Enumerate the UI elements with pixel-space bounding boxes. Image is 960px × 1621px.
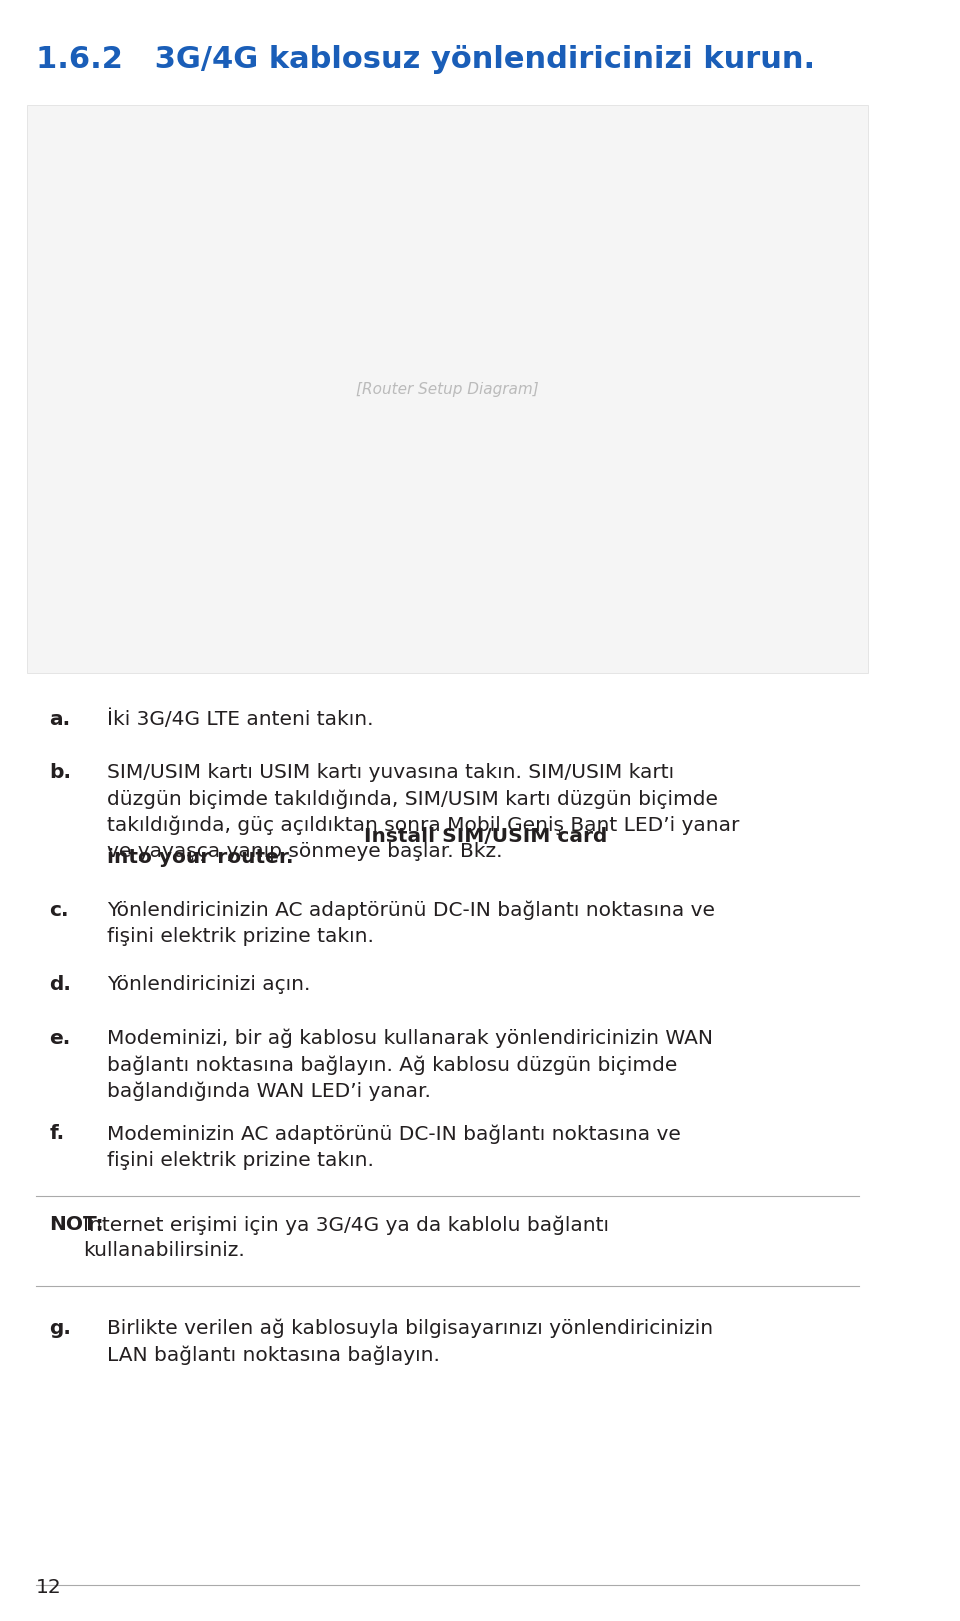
Text: 1.6.2   3G/4G kablosuz yönlendiricinizi kurun.: 1.6.2 3G/4G kablosuz yönlendiricinizi ku… <box>36 45 815 75</box>
FancyBboxPatch shape <box>27 105 868 673</box>
Text: b.: b. <box>49 763 71 783</box>
Text: Yönlendiricinizi açın.: Yönlendiricinizi açın. <box>108 976 311 994</box>
Text: c.: c. <box>49 901 69 921</box>
Text: Birlikte verilen ağ kablosuyla bilgisayarınızı yönlendiricinizin
LAN bağlantı no: Birlikte verilen ağ kablosuyla bilgisaya… <box>108 1319 713 1365</box>
Text: Install SIM/USIM card: Install SIM/USIM card <box>364 827 608 846</box>
Text: g.: g. <box>49 1319 71 1337</box>
Text: İki 3G/4G LTE anteni takın.: İki 3G/4G LTE anteni takın. <box>108 710 373 729</box>
Text: f.: f. <box>49 1125 64 1143</box>
Text: a.: a. <box>49 710 70 729</box>
Text: Yönlendiricinizin AC adaptörünü DC-IN bağlantı noktasına ve
fişini elektrik priz: Yönlendiricinizin AC adaptörünü DC-IN ba… <box>108 901 715 947</box>
Text: d.: d. <box>49 976 71 994</box>
Text: Modeminizi, bir ağ kablosu kullanarak yönlendiricinizin WAN
bağlantı noktasına b: Modeminizi, bir ağ kablosu kullanarak yö… <box>108 1029 713 1101</box>
Text: Internet erişimi için ya 3G/4G ya da kablolu bağlantı
kullanabilirsiniz.: Internet erişimi için ya 3G/4G ya da kab… <box>83 1216 609 1261</box>
Text: 12: 12 <box>36 1577 61 1597</box>
Text: [Router Setup Diagram]: [Router Setup Diagram] <box>356 381 539 397</box>
Text: into your router.: into your router. <box>108 848 294 867</box>
Text: e.: e. <box>49 1029 70 1047</box>
Text: SIM/USIM kartı USIM kartı yuvasına takın. SIM/USIM kartı
düzgün biçimde takıldığ: SIM/USIM kartı USIM kartı yuvasına takın… <box>108 763 740 861</box>
Text: Modeminizin AC adaptörünü DC-IN bağlantı noktasına ve
fişini elektrik prizine ta: Modeminizin AC adaptörünü DC-IN bağlantı… <box>108 1125 682 1170</box>
Text: NOT:: NOT: <box>49 1216 104 1234</box>
